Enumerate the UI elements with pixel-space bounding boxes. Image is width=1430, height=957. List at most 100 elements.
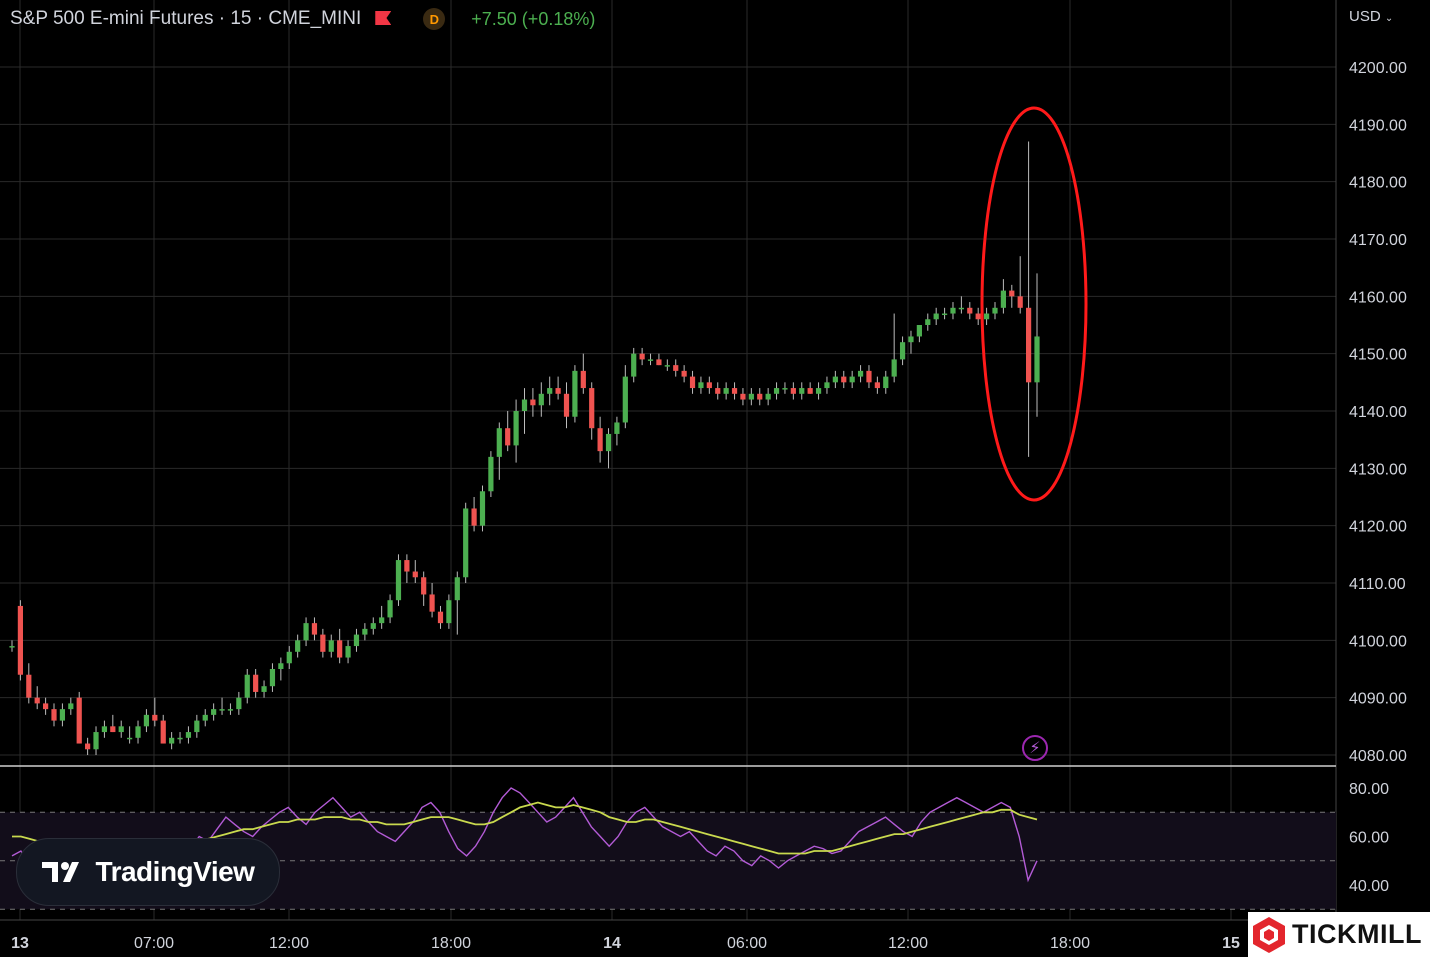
time-tick-label: 14 xyxy=(603,935,621,952)
candle-body xyxy=(639,353,645,360)
candle-body xyxy=(941,313,948,316)
candle-body xyxy=(757,393,763,400)
candle-body xyxy=(521,399,528,411)
candle-body xyxy=(664,365,670,367)
candle-body xyxy=(412,571,418,578)
candle-body xyxy=(379,617,385,624)
tickmill-logo: TICKMILL xyxy=(1248,912,1430,957)
candle-body xyxy=(740,393,746,400)
candle-body xyxy=(9,646,15,648)
candle-body xyxy=(471,508,477,526)
candle-body xyxy=(85,743,91,750)
rsi-tick-label: 60.00 xyxy=(1349,830,1389,847)
candle-body xyxy=(799,388,805,394)
candle-body xyxy=(479,491,486,526)
candle-body xyxy=(118,726,124,733)
candle-body xyxy=(227,709,234,711)
price-tick-label: 4110.00 xyxy=(1349,576,1406,593)
candle-body xyxy=(387,600,393,618)
symbol-title[interactable]: S&P 500 E-mini Futures · 15 · CME_MINI xyxy=(10,8,362,29)
time-tick-label: 07:00 xyxy=(134,935,174,952)
flag-icon xyxy=(375,11,391,27)
candle-body xyxy=(555,388,561,394)
candle-body xyxy=(647,359,654,361)
candle-body xyxy=(891,359,897,377)
candle-body xyxy=(765,393,771,400)
candle-body xyxy=(832,376,838,383)
time-tick-label: 12:00 xyxy=(888,935,928,952)
price-tick-label: 4120.00 xyxy=(1349,519,1407,536)
time-tick-label: 13 xyxy=(11,935,29,952)
candle-body xyxy=(51,709,57,721)
price-change: +7.50 (+0.18%) xyxy=(471,8,596,29)
candle-body xyxy=(454,577,460,601)
candle-body xyxy=(505,428,511,446)
currency-selector[interactable]: USD ⌄ xyxy=(1349,8,1393,25)
candle-body xyxy=(992,307,998,314)
candlestick-series xyxy=(9,141,1040,755)
candle-body xyxy=(513,411,519,446)
candle-body xyxy=(1000,290,1006,308)
candle-body xyxy=(933,313,939,320)
time-axis[interactable]: 13 07:00 12:00 18:00 14 06:00 12:00 18:00 15 xyxy=(11,935,1240,952)
candle-body xyxy=(597,428,603,452)
rsi-tick-label: 40.00 xyxy=(1349,878,1389,895)
tradingview-logo-icon xyxy=(41,862,79,882)
candle-body xyxy=(782,388,788,390)
candle-body xyxy=(177,737,183,740)
candle-body xyxy=(219,709,225,711)
candle-body xyxy=(244,674,250,698)
candle-body xyxy=(723,388,729,394)
candle-body xyxy=(975,313,981,320)
candle-body xyxy=(1034,336,1040,383)
candle-body xyxy=(17,605,24,675)
lightning-icon[interactable]: ⚡ xyxy=(1022,735,1048,761)
candle-body xyxy=(706,382,712,389)
candle-body xyxy=(1009,290,1015,297)
chart-header: S&P 500 E-mini Futures · 15 · CME_MINI D… xyxy=(10,8,595,30)
highlight-ellipse xyxy=(980,106,1088,502)
candle-body xyxy=(26,674,32,698)
price-tick-label: 4080.00 xyxy=(1349,748,1407,765)
price-tick-label: 4200.00 xyxy=(1349,60,1407,77)
price-tick-label: 4190.00 xyxy=(1349,117,1407,134)
candle-body xyxy=(748,393,754,400)
candle-body xyxy=(59,709,66,721)
candle-body xyxy=(698,382,704,389)
candle-body xyxy=(622,376,628,423)
candle-body xyxy=(320,634,326,652)
candle-body xyxy=(185,732,192,738)
candle-body xyxy=(631,353,637,377)
data-badge[interactable]: D xyxy=(423,8,446,30)
tickmill-wordmark: TICKMILL xyxy=(1292,919,1422,949)
candle-body xyxy=(1025,307,1032,383)
candle-body xyxy=(202,714,208,721)
candle-body xyxy=(689,376,696,389)
candle-body xyxy=(866,370,872,383)
candle-body xyxy=(925,319,931,325)
candle-body xyxy=(530,399,536,406)
candle-body xyxy=(404,560,410,572)
candle-body xyxy=(236,697,242,710)
candle-body xyxy=(496,428,502,457)
tradingview-logo: TradingView xyxy=(16,838,280,906)
candle-body xyxy=(958,307,964,310)
candle-body xyxy=(899,342,906,360)
candle-body xyxy=(68,703,74,710)
candle-body xyxy=(916,325,922,337)
candle-body xyxy=(286,651,292,664)
candle-body xyxy=(370,623,376,629)
candle-body xyxy=(983,313,990,320)
candle-body xyxy=(857,370,864,377)
candle-body xyxy=(135,726,141,738)
candle-body xyxy=(807,388,813,394)
candle-body xyxy=(43,703,49,710)
grid-lines xyxy=(0,0,1430,921)
price-axis[interactable]: 4200.00 4190.00 4180.00 4170.00 4160.00 4150.… xyxy=(1349,60,1407,895)
price-tick-label: 4100.00 xyxy=(1349,633,1407,650)
candle-body xyxy=(253,674,259,692)
candle-body xyxy=(211,709,217,715)
candle-body xyxy=(773,388,780,394)
candle-body xyxy=(715,388,721,394)
